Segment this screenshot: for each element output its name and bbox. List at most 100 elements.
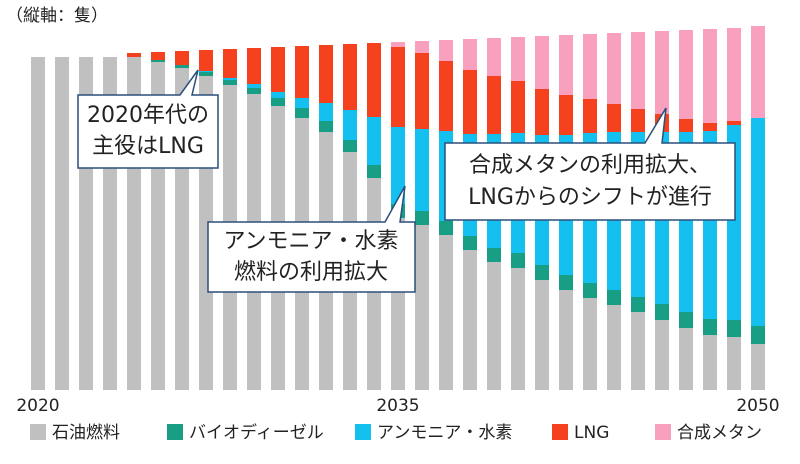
bar-segment [439,40,453,61]
legend-swatch [355,424,371,440]
bar-segment [223,49,237,78]
bar-segment [703,319,717,335]
legend: 石油燃料 バイオディーゼル アンモニア・水素 LNG 合成メタン [30,422,762,443]
bar-segment [415,53,429,129]
bar-segment [223,78,237,80]
bar-segment [127,53,141,57]
bar-segment [199,71,213,72]
bar-segment [751,326,765,344]
bar-segment [271,98,285,106]
bar-segment [487,248,501,262]
x-tick-label: 2050 [736,396,779,416]
bar-segment [511,37,525,81]
bar-segment [583,283,597,298]
callout-text: 主役はLNG [92,134,204,159]
bar-segment [391,127,405,204]
legend-label: バイオディーゼル [189,422,324,443]
bar-segment [751,118,765,326]
bar-segment [343,44,357,110]
bar-segment [559,290,573,390]
bar-segment [247,88,261,94]
bar-segment [391,47,405,127]
bar-segment [727,28,741,121]
bar-segment [151,60,165,62]
x-tick-label: 2035 [376,396,419,416]
callout-text: 合成メタンの利用拡大、 [469,153,711,178]
unit-label: （縦軸：隻） [6,6,108,26]
bar-segment [319,45,333,103]
bar-segment [607,305,621,390]
bar-segment [55,57,69,390]
bar-segment [343,110,357,140]
bar-segment [319,121,333,132]
callout-text: 燃料の利用拡大 [234,260,388,285]
bar-segment [391,42,405,47]
bar-segment [295,46,309,98]
bar-segment [727,337,741,390]
bar-segment [367,43,381,117]
bar-segment [151,52,165,60]
bar-segment [727,320,741,337]
legend-swatch [167,424,183,440]
callout-box [207,185,416,293]
bar-segment [607,104,621,132]
bar-segment [295,108,309,118]
bar-segment [247,84,261,88]
bar-segment [607,33,621,104]
bar-segment [199,50,213,71]
bar-segment [223,80,237,85]
bar-segment [679,312,693,328]
bar-segment [271,47,285,92]
bar-segment [367,165,381,178]
bar-segment [703,335,717,390]
legend-swatch [30,424,46,440]
bar-segment [535,89,549,135]
bar-segment [463,39,477,70]
bar-segment [439,235,453,390]
callout-text: 2020年代の [87,103,209,128]
bar-segment [343,140,357,152]
callout-text: LNGからのシフトが進行 [468,185,712,210]
bar-segment [703,29,717,123]
bar-segment [703,123,717,131]
bar-segment [679,119,693,132]
bar-segment [631,297,645,312]
bar-segment [511,253,525,268]
bar-segment [655,304,669,320]
bar-segment [415,41,429,53]
bar-segment [271,92,285,98]
x-tick-label: 2020 [16,396,59,416]
bar-segment [535,265,549,280]
legend-swatch [552,424,568,440]
callout-box [77,69,219,169]
bar-segment [199,72,213,76]
bar-segment [583,34,597,99]
bar-segment [559,35,573,95]
bar-segment [511,268,525,390]
bar-segment [727,121,741,125]
bar-segment [31,57,45,390]
bar-segment [535,36,549,89]
bar-segment [367,117,381,165]
callout-text: アンモニア・水素 [223,229,398,254]
callout: 合成メタンの利用拡大、 LNGからのシフトが進行 [444,107,736,221]
bar-segment [751,344,765,390]
callout: 2020年代の 主役はLNG [77,69,219,169]
bar-segment [631,312,645,390]
callout-box [444,107,736,221]
bar-segment [631,109,645,132]
bar-segment [487,76,501,134]
bar-segment [439,221,453,235]
bar-segment [607,290,621,305]
bar-segment [535,280,549,390]
bar-segment [631,32,645,109]
bar-segment [511,81,525,133]
bar-segment [583,99,597,133]
bar-segment [487,38,501,76]
bar-segment [655,320,669,390]
bar-segment [679,328,693,390]
callout: アンモニア・水素 燃料の利用拡大 [207,185,416,293]
bar-segment [295,98,309,108]
bar-segment [559,95,573,135]
